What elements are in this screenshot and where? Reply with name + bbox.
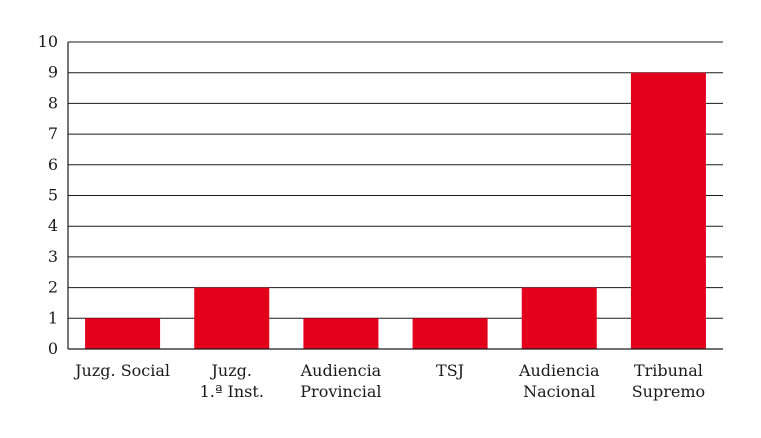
y-tick-label: 6	[48, 155, 58, 174]
y-axis-tick-labels: 0 1 2 3 4 5 6 7 8 9 10	[38, 32, 58, 358]
x-category-label-line: Tribunal	[634, 361, 703, 380]
x-category-label: Juzg. 1.ª Inst.	[200, 361, 264, 401]
bar	[85, 318, 161, 349]
x-axis-category-labels: Juzg. Social Juzg. 1.ª Inst. Audiencia Provi…	[73, 361, 705, 401]
y-tick-label: 3	[48, 247, 58, 266]
x-category-label-line: Juzg.	[210, 361, 252, 380]
bar	[521, 287, 597, 349]
axes	[67, 42, 723, 350]
y-tick-label: 5	[48, 186, 58, 205]
x-category-label: Juzg. Social	[73, 361, 170, 380]
y-tick-label: 9	[48, 63, 58, 82]
bar	[630, 72, 706, 349]
y-tick-label: 0	[48, 339, 58, 358]
bar	[412, 318, 488, 349]
x-category-label-line: Nacional	[523, 382, 595, 401]
x-category-label: Audiencia Nacional	[518, 361, 600, 401]
x-category-label-line: 1.ª Inst.	[200, 382, 264, 401]
x-category-label-line: Provincial	[300, 382, 381, 401]
y-tick-label: 1	[48, 308, 58, 327]
x-category-label-line: Audiencia	[300, 361, 382, 380]
x-category-label-line: Supremo	[632, 382, 705, 401]
x-category-label-line: Juzg. Social	[73, 361, 170, 380]
y-tick-label: 8	[48, 93, 58, 112]
y-tick-label: 2	[48, 278, 58, 297]
y-tick-label: 4	[48, 216, 58, 235]
y-tick-label: 7	[48, 124, 58, 143]
x-category-label: Tribunal Supremo	[632, 361, 705, 401]
y-tick-label: 10	[38, 32, 58, 51]
bar	[194, 287, 270, 349]
bars	[85, 72, 706, 349]
bar	[303, 318, 379, 349]
x-category-label: TSJ	[436, 361, 464, 380]
gridlines	[68, 41, 723, 319]
x-category-label-line: Audiencia	[518, 361, 600, 380]
x-category-label-line: TSJ	[436, 361, 464, 380]
x-category-label: Audiencia Provincial	[300, 361, 382, 401]
